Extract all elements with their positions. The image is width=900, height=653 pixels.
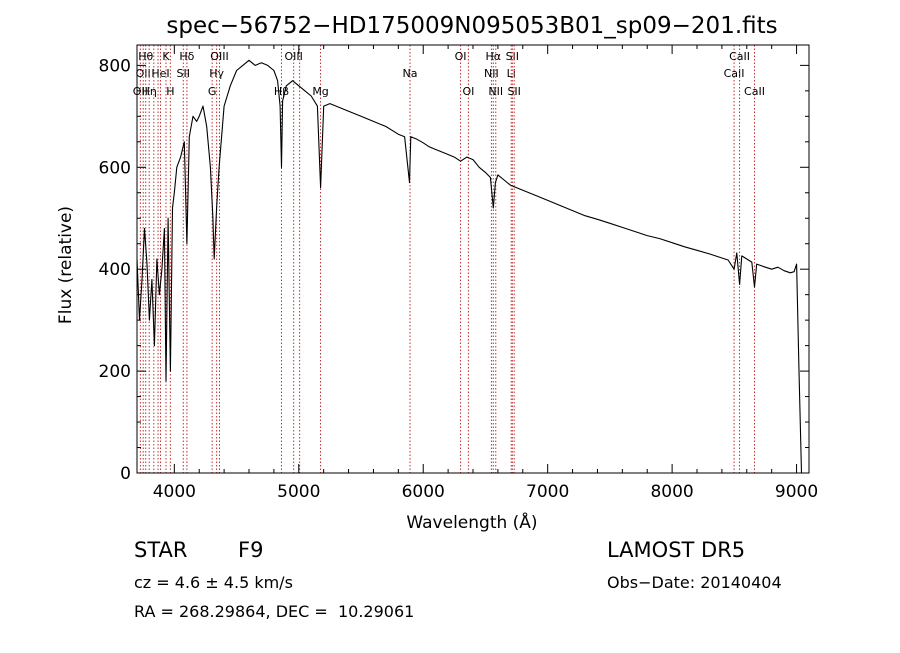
line-marker-label: CaII xyxy=(724,67,745,80)
line-marker-label: G xyxy=(208,85,217,98)
x-tick-label: 6000 xyxy=(402,482,445,502)
axes: 4000 5000 6000 7000 8000 9000 0 200 400 600 800 xyxy=(99,45,818,502)
y-tick-label: 200 xyxy=(99,362,131,382)
line-marker-label: CaII xyxy=(729,50,750,63)
line-marker-label: Na xyxy=(403,67,418,80)
x-tick-label: 5000 xyxy=(277,482,320,502)
line-markers: OIIOIIHθHηHeIKHSIIHδGHγOIIIHβOIIIMgNaOIO… xyxy=(133,45,765,473)
line-marker-label: SII xyxy=(177,67,190,80)
x-tick-label: 8000 xyxy=(650,482,693,502)
line-marker-label: Hγ xyxy=(209,67,224,80)
line-marker-label: SII xyxy=(507,85,520,98)
y-tick-label: 400 xyxy=(99,260,131,280)
line-marker-label: OIII xyxy=(284,50,302,63)
line-marker-label: OI xyxy=(455,50,467,63)
line-marker-label: Mg xyxy=(312,85,328,98)
line-marker-label: Hβ xyxy=(274,85,289,98)
object-subclass: F9 xyxy=(238,538,264,562)
line-marker-label: SII xyxy=(506,50,519,63)
line-marker-label: HeI xyxy=(151,67,169,80)
redshift-readout: cz = 4.6 ± 4.5 km/s xyxy=(134,573,293,592)
line-marker-label: Hδ xyxy=(179,50,194,63)
x-tick-label: 7000 xyxy=(526,482,569,502)
y-tick-label: 0 xyxy=(120,464,131,484)
spectrum-line xyxy=(136,59,803,474)
line-marker-label: NII xyxy=(484,67,499,80)
survey-name: LAMOST DR5 xyxy=(607,538,746,562)
y-tick-label: 800 xyxy=(99,56,131,76)
coordinates-readout: RA = 268.29864, DEC = 10.29061 xyxy=(134,602,415,621)
line-marker-label: CaII xyxy=(744,85,765,98)
line-marker-label: OII xyxy=(136,67,151,80)
line-marker-label: K xyxy=(162,50,170,63)
x-axis-label: Wavelength (Å) xyxy=(406,511,537,533)
line-marker-label: OIII xyxy=(210,50,228,63)
line-marker-label: OI xyxy=(462,85,474,98)
x-tick-label: 4000 xyxy=(153,482,196,502)
plot-frame xyxy=(136,44,810,474)
line-marker-label: Hα xyxy=(486,50,502,63)
line-marker-label: Hθ xyxy=(138,50,153,63)
x-tick-label: 9000 xyxy=(775,482,818,502)
series-layer xyxy=(136,59,803,474)
y-tick-label: 600 xyxy=(99,158,131,178)
line-marker-label: Hη xyxy=(142,85,157,98)
line-marker-label: Li xyxy=(507,67,516,80)
line-marker-label: NII xyxy=(488,85,503,98)
observation-date: Obs−Date: 20140404 xyxy=(607,573,782,592)
object-class: STAR xyxy=(134,538,188,562)
line-marker-label: H xyxy=(166,85,174,98)
chart-title: spec−56752−HD175009N095053B01_sp09−201.f… xyxy=(166,13,777,39)
y-axis-label: Flux (relative) xyxy=(56,206,76,324)
